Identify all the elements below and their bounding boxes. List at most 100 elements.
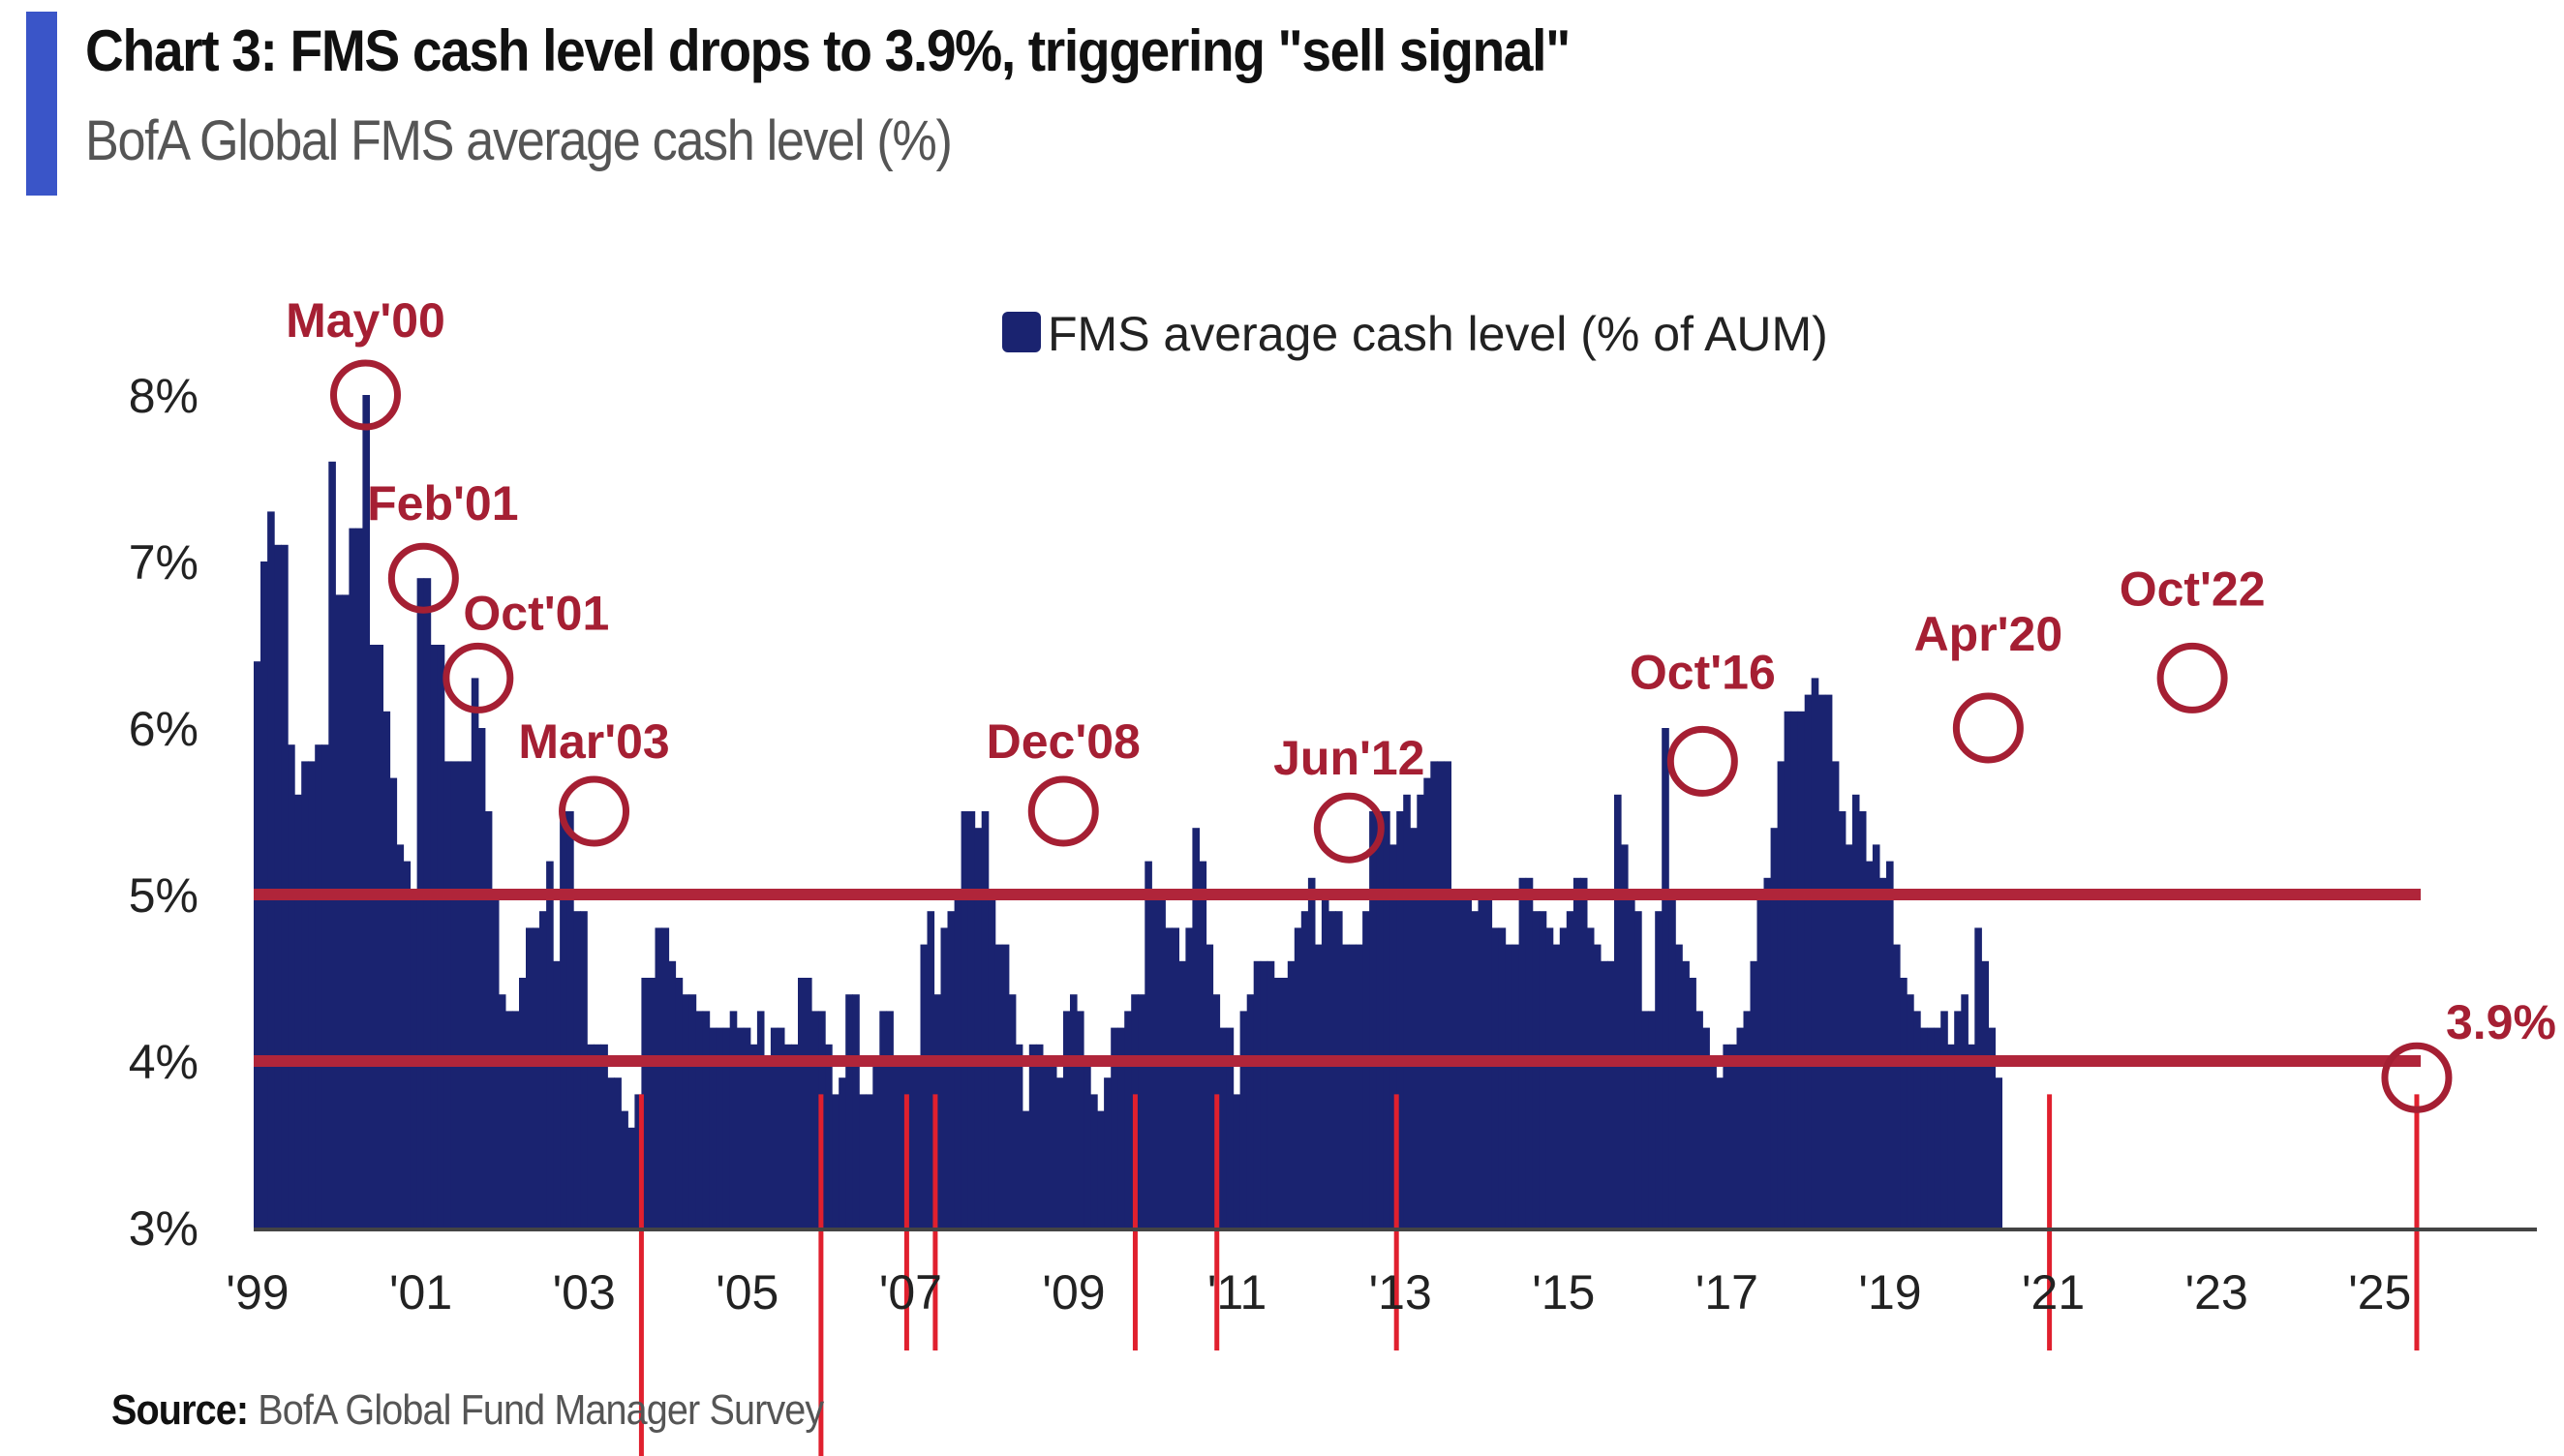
bar bbox=[886, 1011, 894, 1228]
bar bbox=[1178, 960, 1186, 1228]
bar bbox=[702, 1011, 711, 1228]
bar bbox=[355, 528, 363, 1228]
bar bbox=[900, 1061, 907, 1228]
bar bbox=[675, 978, 684, 1228]
bar bbox=[859, 1094, 867, 1228]
bar bbox=[1702, 1027, 1710, 1228]
x-tick-label: '13 bbox=[1369, 1265, 1432, 1320]
y-tick-label: 5% bbox=[129, 868, 198, 923]
bar bbox=[533, 927, 540, 1228]
bar bbox=[1063, 1011, 1071, 1228]
bar bbox=[825, 1044, 833, 1228]
legend-swatch bbox=[1002, 312, 1041, 352]
annotation-label: Feb'01 bbox=[367, 476, 518, 531]
bar bbox=[1559, 927, 1568, 1228]
bar bbox=[1940, 1011, 1948, 1228]
bar bbox=[546, 861, 554, 1228]
bar bbox=[328, 461, 336, 1228]
bar bbox=[1893, 944, 1901, 1228]
bar bbox=[321, 744, 329, 1228]
x-tick-label: '11 bbox=[1207, 1265, 1267, 1320]
bar bbox=[906, 1061, 914, 1228]
bar bbox=[376, 645, 383, 1228]
bar bbox=[301, 761, 309, 1228]
chart-subtitle: BofA Global FMS average cash level (%) bbox=[85, 109, 953, 172]
bar bbox=[695, 1011, 704, 1228]
bar bbox=[1695, 1011, 1703, 1228]
bar bbox=[1192, 828, 1200, 1228]
bar bbox=[709, 1027, 717, 1228]
bar bbox=[587, 1044, 595, 1228]
annotation-label: Oct'16 bbox=[1630, 645, 1776, 699]
bar bbox=[743, 1027, 751, 1228]
bar bbox=[1505, 944, 1513, 1228]
annotation-label: Dec'08 bbox=[987, 714, 1141, 769]
bar bbox=[1273, 978, 1282, 1228]
bar bbox=[1817, 694, 1826, 1228]
bar bbox=[594, 1044, 601, 1228]
x-tick-label: '05 bbox=[716, 1265, 778, 1320]
annotation-circle bbox=[1952, 692, 2024, 764]
bar bbox=[1246, 994, 1255, 1228]
bar bbox=[1545, 927, 1554, 1228]
bar bbox=[1763, 877, 1772, 1228]
bar bbox=[573, 911, 581, 1228]
bar bbox=[1239, 1011, 1248, 1228]
bar bbox=[920, 944, 929, 1228]
bar bbox=[1532, 911, 1541, 1228]
bar bbox=[1084, 1061, 1091, 1228]
annotation-label: 3.9% bbox=[2446, 995, 2556, 1049]
x-axis-ticks: '99 '01 '03 '05 '07 '09 '11 '13 '15 '17 '19 '21 '23 '… bbox=[226, 1265, 2411, 1320]
bar bbox=[1845, 844, 1853, 1228]
y-tick-label: 7% bbox=[129, 535, 198, 590]
annotation-circle bbox=[559, 775, 630, 847]
bar bbox=[791, 1044, 799, 1228]
bar bbox=[335, 594, 343, 1228]
bar bbox=[994, 944, 1003, 1228]
bar bbox=[396, 844, 405, 1228]
bar bbox=[1437, 761, 1445, 1228]
bar bbox=[1369, 811, 1377, 1228]
bar bbox=[1444, 761, 1451, 1228]
annotation-circle bbox=[1313, 792, 1385, 864]
bar bbox=[484, 811, 493, 1228]
bar bbox=[362, 395, 370, 1228]
bar bbox=[1641, 1011, 1649, 1228]
bar bbox=[927, 911, 935, 1228]
bar bbox=[777, 1027, 785, 1228]
bar bbox=[1572, 877, 1581, 1228]
x-tick-label: '23 bbox=[2185, 1265, 2248, 1320]
bar bbox=[477, 728, 486, 1228]
bar bbox=[1028, 1044, 1037, 1228]
bar bbox=[274, 544, 282, 1228]
bar bbox=[1253, 960, 1262, 1228]
legend-label: FMS average cash level (% of AUM) bbox=[1048, 307, 1828, 361]
bar-series bbox=[254, 395, 2002, 1228]
bar bbox=[688, 994, 697, 1228]
x-tick-label: '25 bbox=[2348, 1265, 2411, 1320]
bar bbox=[294, 794, 302, 1228]
bar bbox=[1777, 761, 1786, 1228]
bar bbox=[443, 761, 452, 1228]
bar bbox=[1117, 1027, 1125, 1228]
bar bbox=[1383, 811, 1390, 1228]
bar bbox=[1934, 1027, 1941, 1228]
bar bbox=[1287, 960, 1296, 1228]
bar bbox=[1111, 1027, 1118, 1228]
bar bbox=[553, 960, 561, 1228]
bar bbox=[682, 994, 690, 1228]
bar bbox=[913, 1061, 921, 1228]
source-text: BofA Global Fund Manager Survey bbox=[248, 1386, 824, 1434]
bar bbox=[1586, 927, 1595, 1228]
bar bbox=[267, 511, 275, 1228]
annotation-circle bbox=[1666, 725, 1738, 797]
bar bbox=[498, 994, 506, 1228]
bar bbox=[1634, 911, 1642, 1228]
bar bbox=[1621, 844, 1629, 1228]
bar bbox=[600, 1044, 608, 1228]
bar bbox=[281, 544, 289, 1228]
source-label: Source: bbox=[111, 1386, 249, 1434]
bar bbox=[1226, 1027, 1235, 1228]
bar bbox=[1042, 1061, 1051, 1228]
bar bbox=[852, 994, 860, 1228]
